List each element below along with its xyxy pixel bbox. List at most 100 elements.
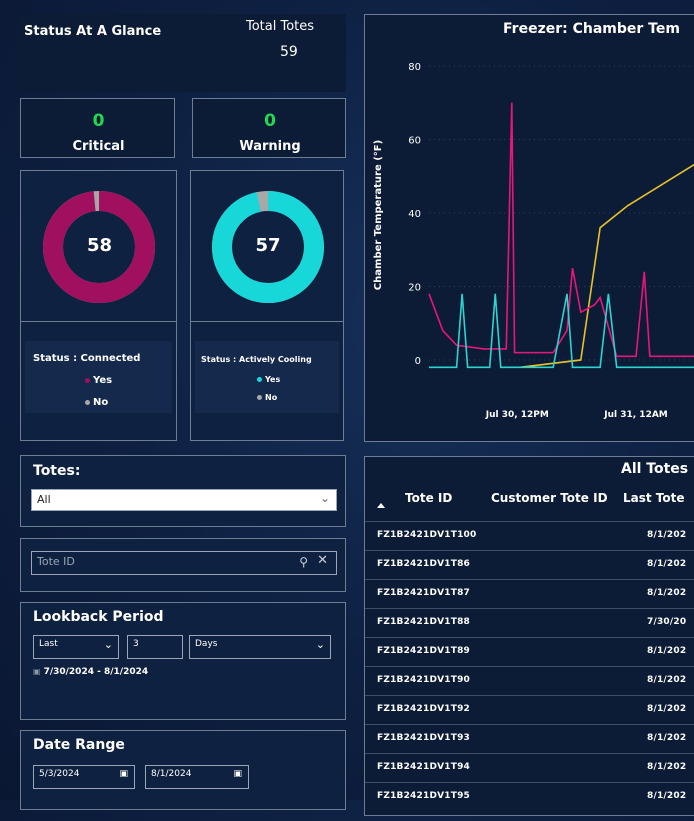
total-totes-label: Total Totes — [246, 19, 315, 34]
lookback-title: Lookback Period — [33, 609, 164, 625]
no-swatch — [257, 395, 262, 400]
chevron-down-icon: ⌄ — [315, 638, 325, 651]
series-line-3 — [429, 293, 694, 369]
connected-donut-chart[interactable] — [21, 171, 176, 321]
no-swatch — [85, 399, 90, 405]
table-row[interactable]: FZ1B2421DV1T95 8/1/202 — [365, 782, 694, 811]
date-start-input[interactable]: 5/3/2024 ▣ — [33, 765, 135, 789]
series-line-1 — [519, 163, 694, 369]
cooling-legend-no: No — [257, 393, 277, 402]
date-start-value: 5/3/2024 — [39, 769, 80, 779]
table-row[interactable]: FZ1B2421DV1T88 7/30/20 — [365, 608, 694, 637]
sort-asc-icon[interactable] — [377, 503, 385, 508]
lookback-mode-value: Last — [39, 639, 58, 649]
last-tote-date-cell: 8/1/202 — [647, 704, 687, 714]
tote-id-cell: FZ1B2421DV1T100 — [377, 530, 477, 540]
lookback-unit-value: Days — [195, 639, 218, 649]
last-tote-date-cell: 8/1/202 — [647, 733, 687, 743]
table-row[interactable]: FZ1B2421DV1T92 8/1/202 — [365, 695, 694, 724]
search-icon[interactable]: ⚲ — [299, 555, 308, 569]
y-axis-label: Chamber Temperature (°F) — [373, 140, 384, 290]
x-tick-label: Jul 30, 12PM — [485, 410, 549, 420]
cooling-legend-title: Status : Actively Cooling — [201, 355, 312, 364]
glance-title: Status At A Glance — [24, 24, 162, 39]
critical-count: 0 — [92, 111, 105, 131]
connected-count: 58 — [86, 235, 113, 256]
calendar-icon[interactable]: ▣ — [233, 769, 242, 779]
cooling-legend-yes: Yes — [257, 375, 280, 384]
connected-donut-arc — [43, 191, 155, 303]
table-row[interactable]: FZ1B2421DV1T90 8/1/202 — [365, 666, 694, 695]
tote-id-cell: FZ1B2421DV1T94 — [377, 762, 471, 772]
last-tote-date-cell: 8/1/202 — [647, 559, 687, 569]
table-row[interactable]: FZ1B2421DV1T87 8/1/202 — [365, 579, 694, 608]
tote-search-box[interactable]: Tote ID ⚲ ✕ — [31, 551, 337, 575]
critical-card[interactable]: 0 Critical — [20, 98, 175, 158]
date-end-input[interactable]: 8/1/2024 ▣ — [145, 765, 249, 789]
last-tote-date-cell: 8/1/202 — [647, 675, 687, 685]
yes-swatch — [257, 377, 262, 382]
cooling-donut-chart[interactable] — [191, 171, 343, 321]
table-row[interactable]: FZ1B2421DV1T94 8/1/202 — [365, 753, 694, 782]
y-tick-label: 20 — [408, 282, 421, 293]
last-tote-date-cell: 8/1/202 — [647, 588, 687, 598]
column-header-tote-id[interactable]: Tote ID — [405, 491, 453, 505]
connected-no-label: No — [93, 397, 109, 408]
y-tick-label: 60 — [408, 136, 421, 147]
tote-id-cell: FZ1B2421DV1T87 — [377, 588, 471, 598]
warning-card[interactable]: 0 Warning — [192, 98, 346, 158]
chamber-temp-line-chart[interactable]: Chamber Temperature (°F) 80 60 40 20 0 Jul 30,… — [365, 15, 694, 443]
cooling-legend: Status : Actively Cooling Yes No — [195, 341, 339, 413]
calendar-icon[interactable]: ▣ — [119, 769, 128, 779]
warning-label: Warning — [239, 139, 301, 154]
clear-icon[interactable]: ✕ — [317, 553, 328, 568]
tote-search-input[interactable]: Tote ID — [37, 555, 75, 568]
chamber-temp-chart-panel: Freezer: Chamber Tem Chamber Temperature… — [364, 14, 694, 442]
column-header-last-tote[interactable]: Last Tote — [623, 491, 685, 505]
status-glance-header: Status At A Glance Total Totes 59 — [18, 14, 346, 92]
cooling-divider — [191, 321, 343, 322]
all-totes-table-panel: All Totes Tote ID Customer Tote ID Last … — [364, 456, 694, 816]
cooling-donut-card[interactable]: 57 Status : Actively Cooling Yes No — [190, 170, 344, 441]
y-tick-label: 80 — [408, 62, 421, 73]
series-line-2 — [428, 102, 694, 358]
totes-filter-panel: Totes: All ⌄ — [20, 455, 346, 527]
connected-legend-no: No — [85, 397, 108, 408]
warning-count: 0 — [264, 111, 276, 131]
tote-id-cell: FZ1B2421DV1T90 — [377, 675, 471, 685]
last-tote-date-cell: 8/1/202 — [647, 646, 687, 656]
cooling-no-label: No — [265, 393, 278, 402]
chevron-down-icon: ⌄ — [103, 638, 113, 651]
lookback-range-text: ▣ 7/30/2024 - 8/1/2024 — [33, 667, 148, 677]
column-header-customer-tote-id[interactable]: Customer Tote ID — [491, 491, 608, 505]
tote-id-cell: FZ1B2421DV1T86 — [377, 559, 471, 569]
totes-filter-label: Totes: — [33, 463, 81, 479]
last-tote-date-cell: 8/1/202 — [647, 762, 687, 772]
connected-donut-card[interactable]: 58 Status : Connected Yes No — [20, 170, 177, 441]
lookback-count-input[interactable]: 3 — [127, 635, 183, 659]
tote-id-cell: FZ1B2421DV1T88 — [377, 617, 471, 627]
cooling-yes-label: Yes — [265, 375, 281, 384]
lookback-mode-select[interactable]: Last ⌄ — [33, 635, 119, 659]
table-row[interactable]: FZ1B2421DV1T86 8/1/202 — [365, 550, 694, 579]
connected-legend: Status : Connected Yes No — [25, 341, 172, 413]
table-row[interactable]: FZ1B2421DV1T93 8/1/202 — [365, 724, 694, 753]
lookback-range-value: 7/30/2024 - 8/1/2024 — [43, 667, 149, 677]
total-totes-value: 59 — [280, 44, 298, 60]
lookback-unit-select[interactable]: Days ⌄ — [189, 635, 331, 659]
cooling-count: 57 — [255, 235, 281, 256]
tote-id-cell: FZ1B2421DV1T92 — [377, 704, 471, 714]
calendar-icon: ▣ — [33, 667, 41, 676]
tote-id-cell: FZ1B2421DV1T93 — [377, 733, 471, 743]
totes-dropdown[interactable]: All ⌄ — [31, 489, 337, 511]
chart-title: Freezer: Chamber Tem — [503, 21, 680, 37]
critical-label: Critical — [72, 139, 125, 154]
tote-search-panel: Tote ID ⚲ ✕ — [20, 538, 346, 592]
table-title: All Totes — [621, 461, 689, 477]
table-row[interactable]: FZ1B2421DV1T100 8/1/202 — [365, 521, 694, 550]
lookback-panel: Lookback Period Last ⌄ 3 Days ⌄ ▣ 7/30/20… — [20, 602, 346, 720]
last-tote-date-cell: 8/1/202 — [647, 530, 687, 540]
totes-dropdown-value: All — [37, 493, 51, 506]
table-body: FZ1B2421DV1T100 8/1/202 FZ1B2421DV1T86 8/1/… — [365, 521, 694, 821]
table-row[interactable]: FZ1B2421DV1T89 8/1/202 — [365, 637, 694, 666]
